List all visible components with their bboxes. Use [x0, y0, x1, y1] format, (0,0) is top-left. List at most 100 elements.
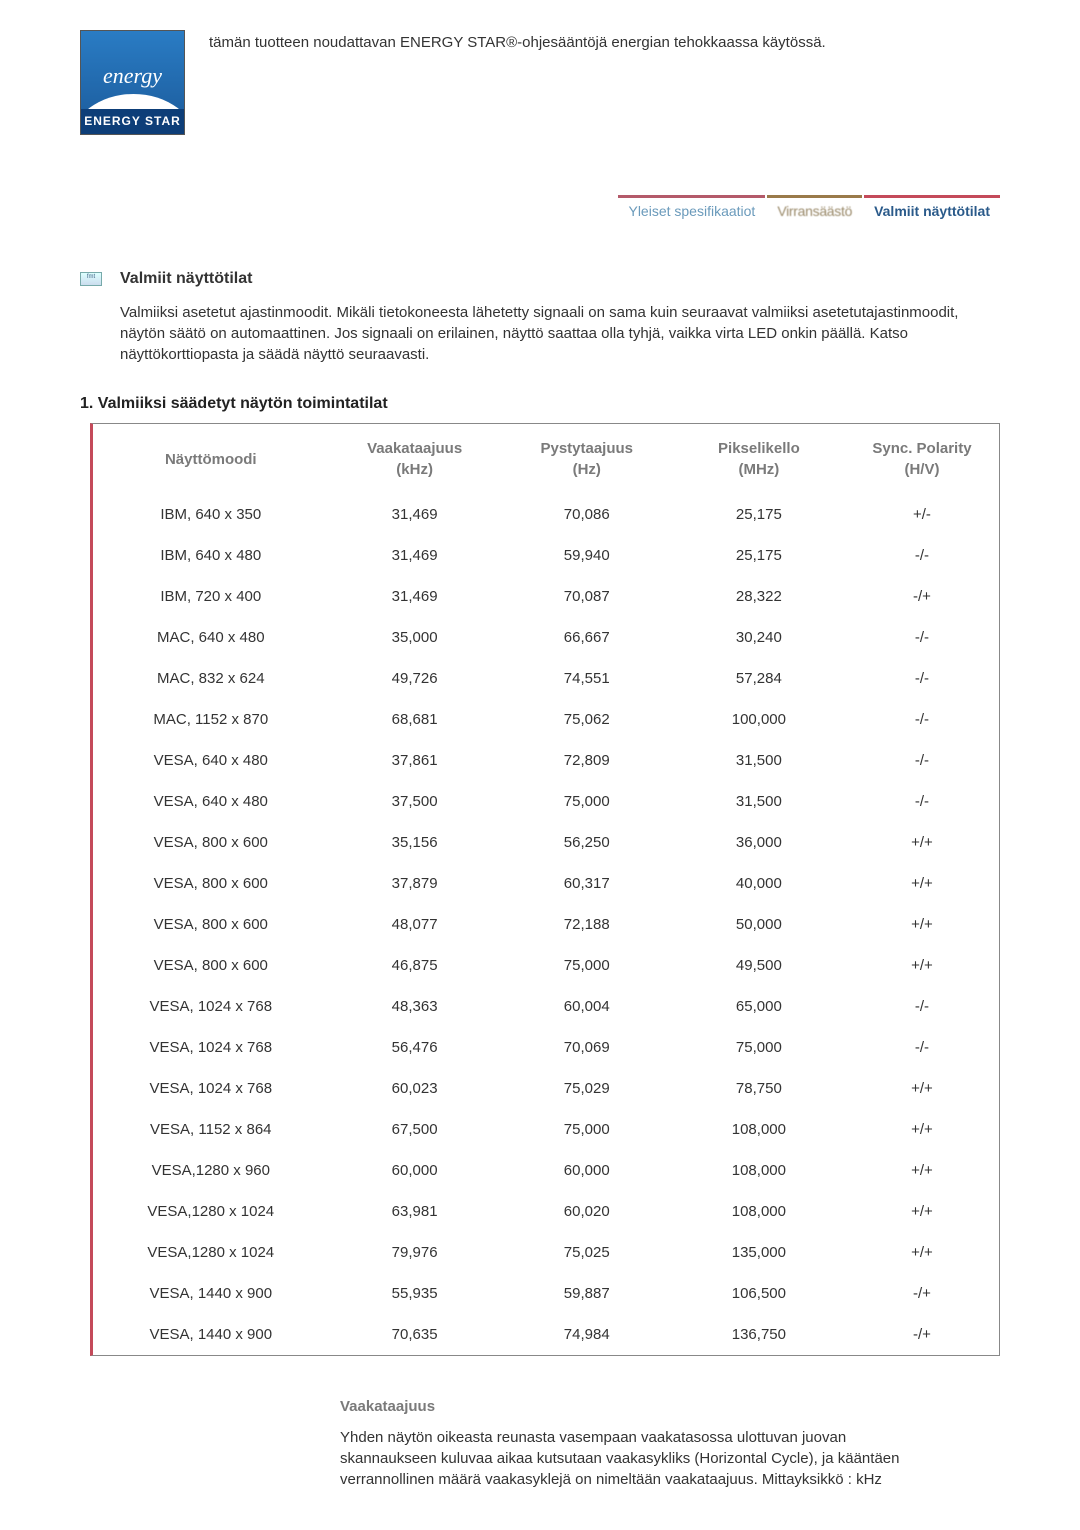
table-row: VESA, 640 x 48037,86172,80931,500-/- [93, 740, 999, 781]
tab-power-save[interactable]: Virransäästö [767, 195, 862, 228]
table-row: VESA, 1024 x 76856,47670,06975,000-/- [93, 1027, 999, 1068]
table-cell: 31,500 [673, 781, 845, 822]
table-cell: 55,935 [329, 1273, 501, 1314]
table-cell: 70,069 [501, 1027, 673, 1068]
table-cell: IBM, 720 x 400 [93, 576, 329, 617]
table-cell: 72,188 [501, 904, 673, 945]
table-cell: 135,000 [673, 1232, 845, 1273]
table-column-header: Pikselikello(MHz) [673, 424, 845, 494]
table-cell: MAC, 832 x 624 [93, 658, 329, 699]
header-region: energy ENERGY STAR tämän tuotteen noudat… [80, 30, 1000, 135]
table-row: VESA,1280 x 102463,98160,020108,000+/+ [93, 1191, 999, 1232]
table-row: VESA, 1024 x 76860,02375,02978,750+/+ [93, 1068, 999, 1109]
table-cell: 108,000 [673, 1109, 845, 1150]
table-cell: 49,500 [673, 945, 845, 986]
table-cell: VESA, 640 x 480 [93, 740, 329, 781]
table-cell: VESA, 800 x 600 [93, 945, 329, 986]
table-cell: -/- [845, 781, 999, 822]
table-cell: 37,500 [329, 781, 501, 822]
table-cell: 70,086 [501, 494, 673, 535]
table-row: VESA,1280 x 102479,97675,025135,000+/+ [93, 1232, 999, 1273]
table-cell: 59,940 [501, 535, 673, 576]
table-cell: +/+ [845, 822, 999, 863]
table-cell: 56,476 [329, 1027, 501, 1068]
table-cell: 49,726 [329, 658, 501, 699]
tab-preset-modes[interactable]: Valmiit näyttötilat [864, 195, 1000, 228]
table-cell: MAC, 1152 x 870 [93, 699, 329, 740]
table-cell: 70,635 [329, 1314, 501, 1355]
table-cell: 63,981 [329, 1191, 501, 1232]
table-cell: 60,000 [329, 1150, 501, 1191]
table-cell: 37,861 [329, 740, 501, 781]
tab-general-specs[interactable]: Yleiset spesifikaatiot [618, 195, 765, 228]
table-column-header: Vaakataajuus(kHz) [329, 424, 501, 494]
table-cell: +/+ [845, 1150, 999, 1191]
table-title: 1. Valmiiksi säädetyt näytön toimintatil… [80, 393, 1000, 415]
energy-star-logo: energy ENERGY STAR [80, 30, 185, 135]
table-cell: 75,000 [501, 1109, 673, 1150]
table-cell: -/+ [845, 1273, 999, 1314]
table-cell: 70,087 [501, 576, 673, 617]
table-cell: 59,887 [501, 1273, 673, 1314]
table-cell: 31,469 [329, 576, 501, 617]
table-cell: 31,469 [329, 494, 501, 535]
table-cell: 46,875 [329, 945, 501, 986]
logo-bar: ENERGY STAR [81, 109, 184, 134]
table-cell: 35,156 [329, 822, 501, 863]
table-row: VESA, 1024 x 76848,36360,00465,000-/- [93, 986, 999, 1027]
table-cell: 48,363 [329, 986, 501, 1027]
table-cell: VESA, 800 x 600 [93, 822, 329, 863]
table-cell: 60,023 [329, 1068, 501, 1109]
table-cell: 31,500 [673, 740, 845, 781]
table-cell: 74,984 [501, 1314, 673, 1355]
preset-modes-table: NäyttömoodiVaakataajuus(kHz)Pystytaajuus… [90, 423, 1000, 1356]
table-cell: 136,750 [673, 1314, 845, 1355]
table-column-header: Pystytaajuus(Hz) [501, 424, 673, 494]
table-cell: -/+ [845, 576, 999, 617]
table-cell: 66,667 [501, 617, 673, 658]
table-cell: -/- [845, 535, 999, 576]
footer-block: Vaakataajuus Yhden näytön oikeasta reuna… [340, 1396, 900, 1490]
table-cell: -/+ [845, 1314, 999, 1355]
table-body: IBM, 640 x 35031,46970,08625,175+/-IBM, … [93, 494, 999, 1355]
footer-heading: Vaakataajuus [340, 1396, 900, 1417]
table-cell: 75,000 [501, 781, 673, 822]
table-cell: VESA, 800 x 600 [93, 904, 329, 945]
table-cell: +/+ [845, 1109, 999, 1150]
table-cell: IBM, 640 x 480 [93, 535, 329, 576]
table-cell: MAC, 640 x 480 [93, 617, 329, 658]
table-cell: 78,750 [673, 1068, 845, 1109]
table-cell: 65,000 [673, 986, 845, 1027]
table-cell: 25,175 [673, 494, 845, 535]
table-cell: 67,500 [329, 1109, 501, 1150]
table-cell: 75,029 [501, 1068, 673, 1109]
table-row: VESA, 1440 x 90070,63574,984136,750-/+ [93, 1314, 999, 1355]
table-row: VESA, 640 x 48037,50075,00031,500-/- [93, 781, 999, 822]
table-cell: 36,000 [673, 822, 845, 863]
table-cell: VESA, 1024 x 768 [93, 1027, 329, 1068]
table-cell: 75,062 [501, 699, 673, 740]
table-cell: 108,000 [673, 1150, 845, 1191]
tab-label: Yleiset spesifikaatiot [628, 203, 755, 219]
header-text: tämän tuotteen noudattavan ENERGY STAR®-… [209, 30, 826, 53]
table-cell: 75,000 [501, 945, 673, 986]
table-row: VESA, 800 x 60037,87960,31740,000+/+ [93, 863, 999, 904]
table-column-header: Näyttömoodi [93, 424, 329, 494]
table-cell: -/- [845, 699, 999, 740]
table-cell: 75,025 [501, 1232, 673, 1273]
table-cell: VESA, 1024 x 768 [93, 986, 329, 1027]
table-cell: 25,175 [673, 535, 845, 576]
table-row: IBM, 640 x 48031,46959,94025,175-/- [93, 535, 999, 576]
table-cell: 60,000 [501, 1150, 673, 1191]
table-cell: VESA, 800 x 600 [93, 863, 329, 904]
table-cell: 56,250 [501, 822, 673, 863]
format-icon: fmt [80, 272, 102, 286]
table-cell: -/- [845, 1027, 999, 1068]
table-cell: -/- [845, 986, 999, 1027]
table-cell: 60,004 [501, 986, 673, 1027]
table-cell: 30,240 [673, 617, 845, 658]
table-cell: VESA, 1440 x 900 [93, 1314, 329, 1355]
table-cell: VESA,1280 x 1024 [93, 1191, 329, 1232]
table-header-row: NäyttömoodiVaakataajuus(kHz)Pystytaajuus… [93, 424, 999, 494]
table-cell: 60,020 [501, 1191, 673, 1232]
